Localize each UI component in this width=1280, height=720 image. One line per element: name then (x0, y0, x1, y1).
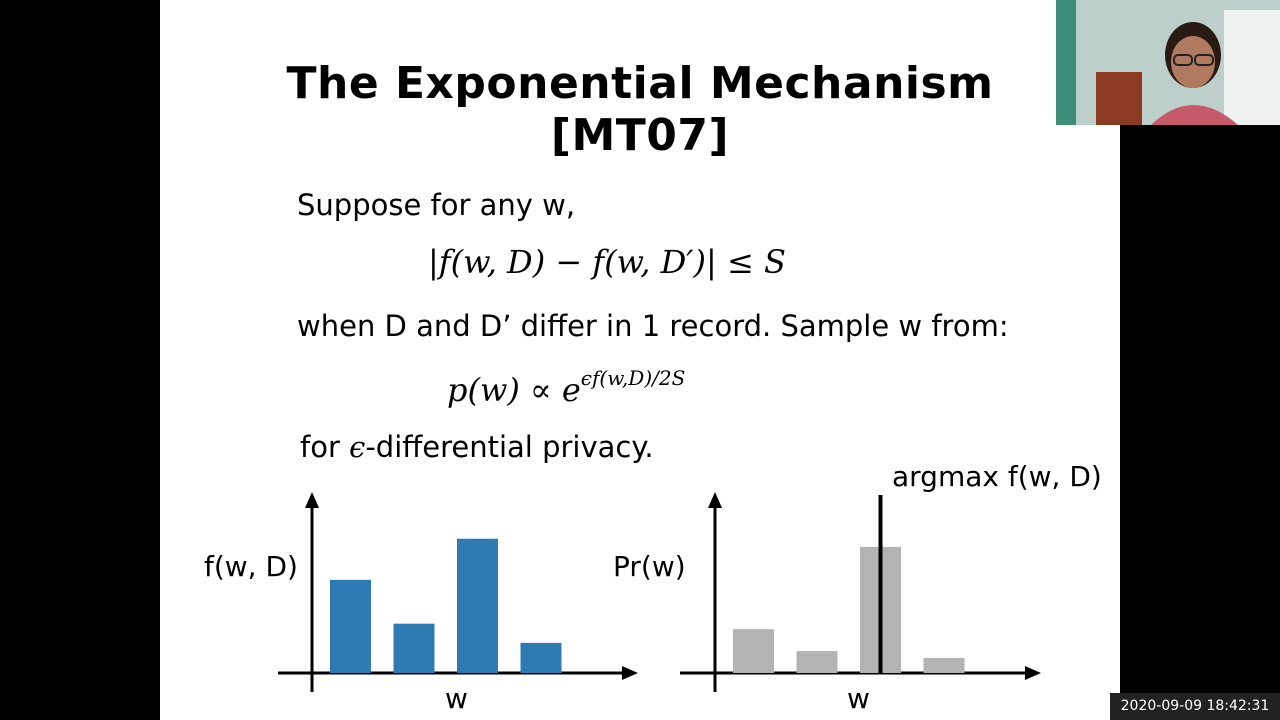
webcam-face (1171, 36, 1215, 88)
webcam-glasses-right (1194, 54, 1214, 66)
chart-score-bar-3 (457, 538, 498, 673)
text-line-when: when D and D’ differ in 1 record. Sample… (297, 309, 1009, 343)
chart-probability: Pr(w) w argmax f(w, D) (613, 460, 1102, 715)
chart-score-ylabel: f(w, D) (204, 550, 298, 583)
webcam-window (1224, 10, 1280, 125)
formula-sampling-base: p(w) ∝ e (447, 371, 581, 409)
formula-sampling: p(w) ∝ eϵf(w,D)/2S (447, 366, 685, 409)
chart-score-bar-2 (393, 623, 435, 673)
webcam-video-feed (1056, 0, 1280, 125)
charts-area: f(w, D) w Pr(w) w argmax f(w, D) (204, 460, 1102, 715)
chart-probability-y-arrow (708, 492, 722, 508)
webcam-shirt (1151, 105, 1238, 125)
chart-score-y-arrow (305, 492, 319, 508)
webcam-glasses-left (1173, 54, 1193, 66)
slide-title-citation: [MT07] (550, 110, 730, 161)
text-line-suppose: Suppose for any w, (297, 188, 576, 222)
presentation-slide: The Exponential Mechanism [MT07] Suppose… (160, 0, 1120, 720)
formula-sampling-exponent: ϵf(w,D)/2S (580, 366, 686, 390)
chart-score-bar-4 (520, 642, 562, 673)
chart-probability-x-arrow (1025, 666, 1041, 680)
webcam-chair (1096, 72, 1142, 125)
recording-timestamp: 2020-09-09 18:42:31 (1110, 693, 1280, 720)
chart-score-xlabel: w (445, 682, 468, 715)
argmax-annotation: argmax f(w, D) (892, 460, 1102, 493)
slide-title: The Exponential Mechanism (286, 58, 994, 109)
chart-probability-bar-2 (796, 651, 838, 673)
chart-score-x-arrow (622, 666, 638, 680)
chart-probability-ylabel: Pr(w) (613, 550, 686, 583)
text-differential-privacy: -differential privacy. (365, 430, 654, 464)
text-for: for (300, 430, 350, 464)
chart-probability-xlabel: w (847, 682, 870, 715)
chart-score-bar-1 (330, 579, 371, 673)
text-line-privacy: for ϵ-differential privacy. (300, 430, 654, 464)
formula-sensitivity: |f(w, D) − f(w, D′)| ≤ S (428, 243, 786, 281)
chart-probability-bar-4 (923, 657, 965, 673)
text-epsilon: ϵ (349, 430, 366, 464)
chart-score: f(w, D) w (204, 492, 638, 715)
webcam-door (1056, 0, 1076, 125)
chart-probability-bar-1 (733, 629, 774, 673)
